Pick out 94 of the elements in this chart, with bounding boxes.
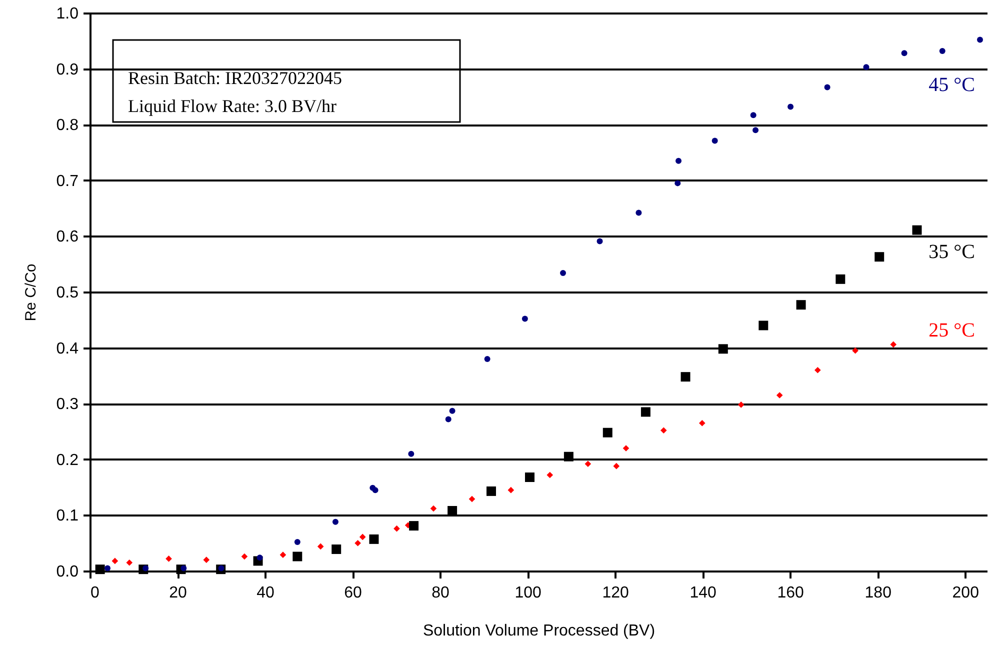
point xyxy=(280,552,286,558)
point xyxy=(408,450,414,457)
point xyxy=(912,225,922,235)
point xyxy=(468,496,476,502)
y-tick-label: 0.1 xyxy=(56,508,79,525)
point xyxy=(824,84,830,90)
point xyxy=(674,180,681,186)
point xyxy=(901,50,908,56)
point xyxy=(977,36,983,43)
point xyxy=(241,553,248,560)
point xyxy=(369,534,379,544)
point xyxy=(750,112,756,118)
point xyxy=(430,505,437,512)
point xyxy=(409,521,419,531)
point xyxy=(939,48,946,54)
point xyxy=(584,460,592,468)
point xyxy=(359,534,366,540)
point xyxy=(680,372,690,382)
point xyxy=(738,402,744,408)
point xyxy=(636,210,642,216)
point xyxy=(718,344,728,354)
point xyxy=(445,416,452,422)
y-tick-label: 0.9 xyxy=(56,61,79,78)
y-tick-label: 0.5 xyxy=(56,284,79,302)
y-tick-label: 0.2 xyxy=(56,452,79,469)
y-tick-label: 0.4 xyxy=(56,340,79,358)
point xyxy=(874,252,884,262)
point xyxy=(814,366,821,374)
point xyxy=(448,506,458,516)
point xyxy=(676,158,682,164)
point xyxy=(698,420,706,426)
y-tick-label: 0.6 xyxy=(56,228,79,246)
point xyxy=(332,518,338,525)
point xyxy=(546,472,554,478)
y-axis-title: Re C/Co xyxy=(22,264,40,322)
x-tick-label: 180 xyxy=(864,584,892,602)
point xyxy=(95,564,105,574)
point xyxy=(890,341,897,348)
x-tick-label: 140 xyxy=(690,584,717,602)
annotation: Liquid Flow Rate: 3.0 BV/hr xyxy=(128,96,336,116)
point xyxy=(613,462,620,470)
point xyxy=(776,392,783,398)
series-label: 25 °C xyxy=(928,319,975,342)
point xyxy=(292,552,302,562)
y-tick-label: 1.0 xyxy=(56,6,79,22)
point xyxy=(332,544,342,554)
x-tick-label: 120 xyxy=(602,584,630,602)
x-tick-label: 80 xyxy=(432,584,450,602)
point xyxy=(449,408,456,414)
point xyxy=(486,486,496,496)
point xyxy=(712,138,718,144)
point xyxy=(484,356,490,362)
x-tick-label: 40 xyxy=(256,584,275,602)
point xyxy=(372,487,378,494)
point xyxy=(752,127,759,134)
point xyxy=(166,556,172,562)
series-label: 45 °C xyxy=(928,74,975,96)
point xyxy=(560,270,566,276)
point xyxy=(640,407,650,417)
point xyxy=(508,486,514,494)
x-tick-label: 20 xyxy=(169,584,188,602)
annotation: Resin Batch: IR20327022045 xyxy=(128,68,342,88)
point xyxy=(863,64,870,70)
point xyxy=(852,347,858,354)
x-axis-title: Solution Volume Processed (BV) xyxy=(422,622,656,640)
point xyxy=(622,445,630,452)
point xyxy=(317,543,324,550)
point xyxy=(602,428,612,438)
x-tick-label: 160 xyxy=(777,584,804,602)
point xyxy=(660,427,667,434)
point xyxy=(203,556,210,563)
point xyxy=(564,452,574,462)
point xyxy=(104,565,110,572)
point xyxy=(112,558,118,564)
y-tick-label: 0.3 xyxy=(56,396,79,414)
x-tick-label: 200 xyxy=(952,584,980,602)
point xyxy=(596,238,603,244)
point xyxy=(394,525,400,532)
point xyxy=(126,559,133,566)
point xyxy=(796,300,806,310)
y-tick-label: 0.0 xyxy=(56,564,79,580)
y-tick-label: 0.7 xyxy=(56,172,79,190)
y-tick-label: 0.8 xyxy=(56,117,79,134)
point xyxy=(788,104,794,110)
point xyxy=(758,320,768,330)
point xyxy=(354,540,361,546)
point xyxy=(522,316,528,322)
x-tick-label: 60 xyxy=(344,584,362,602)
series-label: 35 °C xyxy=(928,241,975,264)
point xyxy=(836,274,846,284)
x-tick-label: 100 xyxy=(514,584,542,602)
point xyxy=(525,472,534,482)
x-tick-label: 0 xyxy=(90,584,100,602)
point xyxy=(294,538,300,545)
